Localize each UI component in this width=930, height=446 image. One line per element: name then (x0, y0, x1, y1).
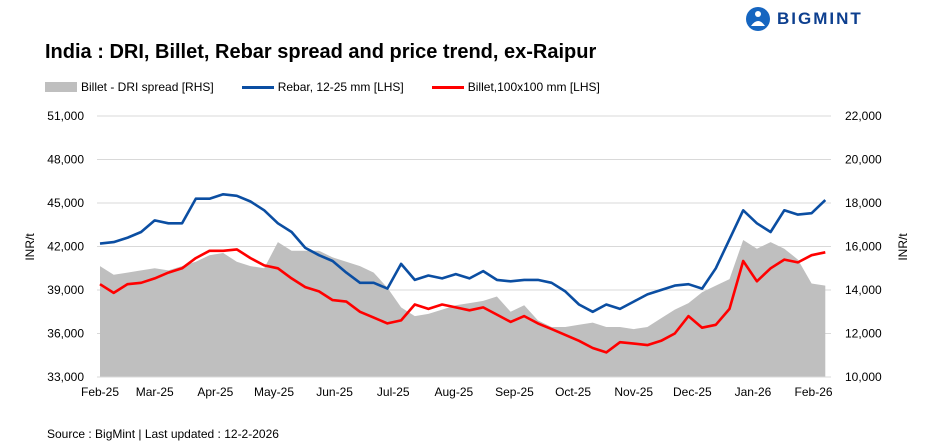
y-tick-left: 39,000 (47, 283, 84, 297)
y-tick-left: 48,000 (47, 153, 84, 167)
legend: Billet - DRI spread [RHS] Rebar, 12-25 m… (45, 80, 628, 94)
x-tick: Feb-25 (81, 385, 119, 399)
y-tick-right: 16,000 (845, 240, 882, 254)
x-tick: Jan-26 (735, 385, 772, 399)
logo-text: BIGMINT (777, 9, 863, 28)
source-note: Source : BigMint | Last updated : 12-2-2… (47, 427, 279, 441)
bigmint-logo-icon (746, 7, 770, 31)
x-tick: Feb-26 (795, 385, 833, 399)
legend-label-spread: Billet - DRI spread [RHS] (81, 80, 214, 94)
y-tick-right: 22,000 (845, 109, 882, 123)
legend-label-rebar: Rebar, 12-25 mm [LHS] (277, 80, 404, 94)
x-tick: Apr-25 (197, 385, 233, 399)
legend-swatch-spread (45, 82, 77, 92)
y-tick-left: 33,000 (47, 370, 84, 384)
x-tick: Jul-25 (377, 385, 410, 399)
legend-swatch-billet (431, 85, 464, 89)
bigmint-logo: BIGMINT (745, 6, 863, 32)
y-tick-left: 51,000 (47, 109, 84, 123)
x-tick: May-25 (254, 385, 294, 399)
y-tick-right: 12,000 (845, 327, 882, 341)
legend-swatch-rebar (241, 85, 274, 89)
y-tick-right: 20,000 (845, 153, 882, 167)
legend-item-billet: Billet,100x100 mm [LHS] (431, 80, 600, 94)
legend-item-rebar: Rebar, 12-25 mm [LHS] (241, 80, 404, 94)
y-tick-right: 10,000 (845, 370, 882, 384)
x-tick: Nov-25 (614, 385, 653, 399)
chart-title: India : DRI, Billet, Rebar spread and pr… (45, 41, 597, 63)
y-tick-left: 36,000 (47, 327, 84, 341)
legend-item-spread: Billet - DRI spread [RHS] (45, 80, 214, 94)
x-tick: Aug-25 (435, 385, 474, 399)
legend-label-billet: Billet,100x100 mm [LHS] (467, 80, 600, 94)
y-tick-right: 14,000 (845, 283, 882, 297)
x-tick: Dec-25 (673, 385, 712, 399)
series-line-billet (99, 248, 826, 354)
y-tick-left: 42,000 (47, 240, 84, 254)
y-tick-right: 18,000 (845, 196, 882, 210)
x-tick: Sep-25 (495, 385, 534, 399)
y-axis-title-right: INR/t (896, 233, 910, 261)
y-axis-title-left: INR/t (23, 233, 37, 261)
x-tick: Jun-25 (316, 385, 353, 399)
y-tick-left: 45,000 (47, 196, 84, 210)
x-tick: Oct-25 (555, 385, 591, 399)
x-tick: Mar-25 (136, 385, 174, 399)
series-line-rebar (99, 193, 827, 314)
